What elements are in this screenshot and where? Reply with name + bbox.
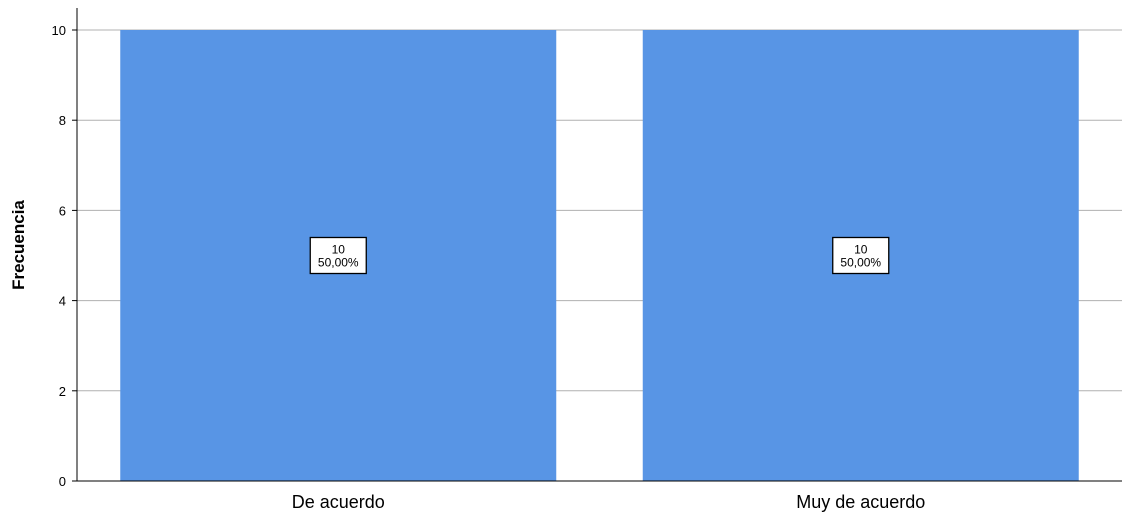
data-label-count: 10: [854, 243, 868, 257]
axes: [76, 8, 1122, 482]
y-tick-label: 8: [59, 113, 66, 128]
x-tick-label: Muy de acuerdo: [796, 492, 925, 512]
data-label-count: 10: [332, 243, 346, 257]
y-tick-label: 6: [59, 203, 66, 218]
data-label-percent: 50,00%: [318, 256, 359, 270]
x-tick-label: De acuerdo: [292, 492, 385, 512]
x-axis-category-labels: De acuerdo Muy de acuerdo: [292, 492, 926, 512]
y-axis-title: Frecuencia: [9, 200, 28, 290]
data-label-box: [309, 236, 367, 275]
y-tick-label: 0: [59, 474, 66, 489]
y-tick-label: 4: [59, 294, 66, 309]
data-label-percent: 50,00%: [840, 256, 881, 270]
y-tick-label: 2: [59, 384, 66, 399]
data-label-box: [832, 236, 890, 275]
y-tick-label: 10: [52, 23, 66, 38]
bars: [120, 30, 1079, 481]
y-axis-ticks: 0 2 4 6 8 10: [52, 23, 77, 489]
